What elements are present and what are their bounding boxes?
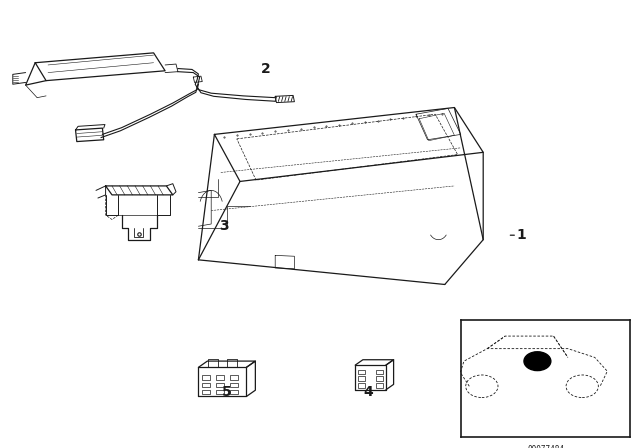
Text: 4: 4 (363, 385, 373, 399)
Bar (376, 370, 383, 374)
Bar (230, 390, 238, 394)
Circle shape (524, 352, 551, 370)
Bar (202, 383, 210, 387)
Text: 1: 1 (516, 228, 527, 242)
Bar (358, 383, 365, 388)
Bar (358, 370, 365, 374)
Bar (376, 376, 383, 381)
Text: 00077484: 00077484 (527, 445, 564, 448)
Bar (216, 383, 224, 387)
Bar (202, 390, 210, 394)
Bar (358, 376, 365, 381)
Bar (376, 383, 383, 388)
Text: 3: 3 (219, 219, 229, 233)
Bar (202, 375, 210, 380)
Bar (230, 375, 238, 380)
Text: 2: 2 (260, 62, 271, 77)
Bar (216, 375, 224, 380)
Bar (216, 390, 224, 394)
Bar (230, 383, 238, 387)
Text: 5: 5 (222, 385, 232, 399)
